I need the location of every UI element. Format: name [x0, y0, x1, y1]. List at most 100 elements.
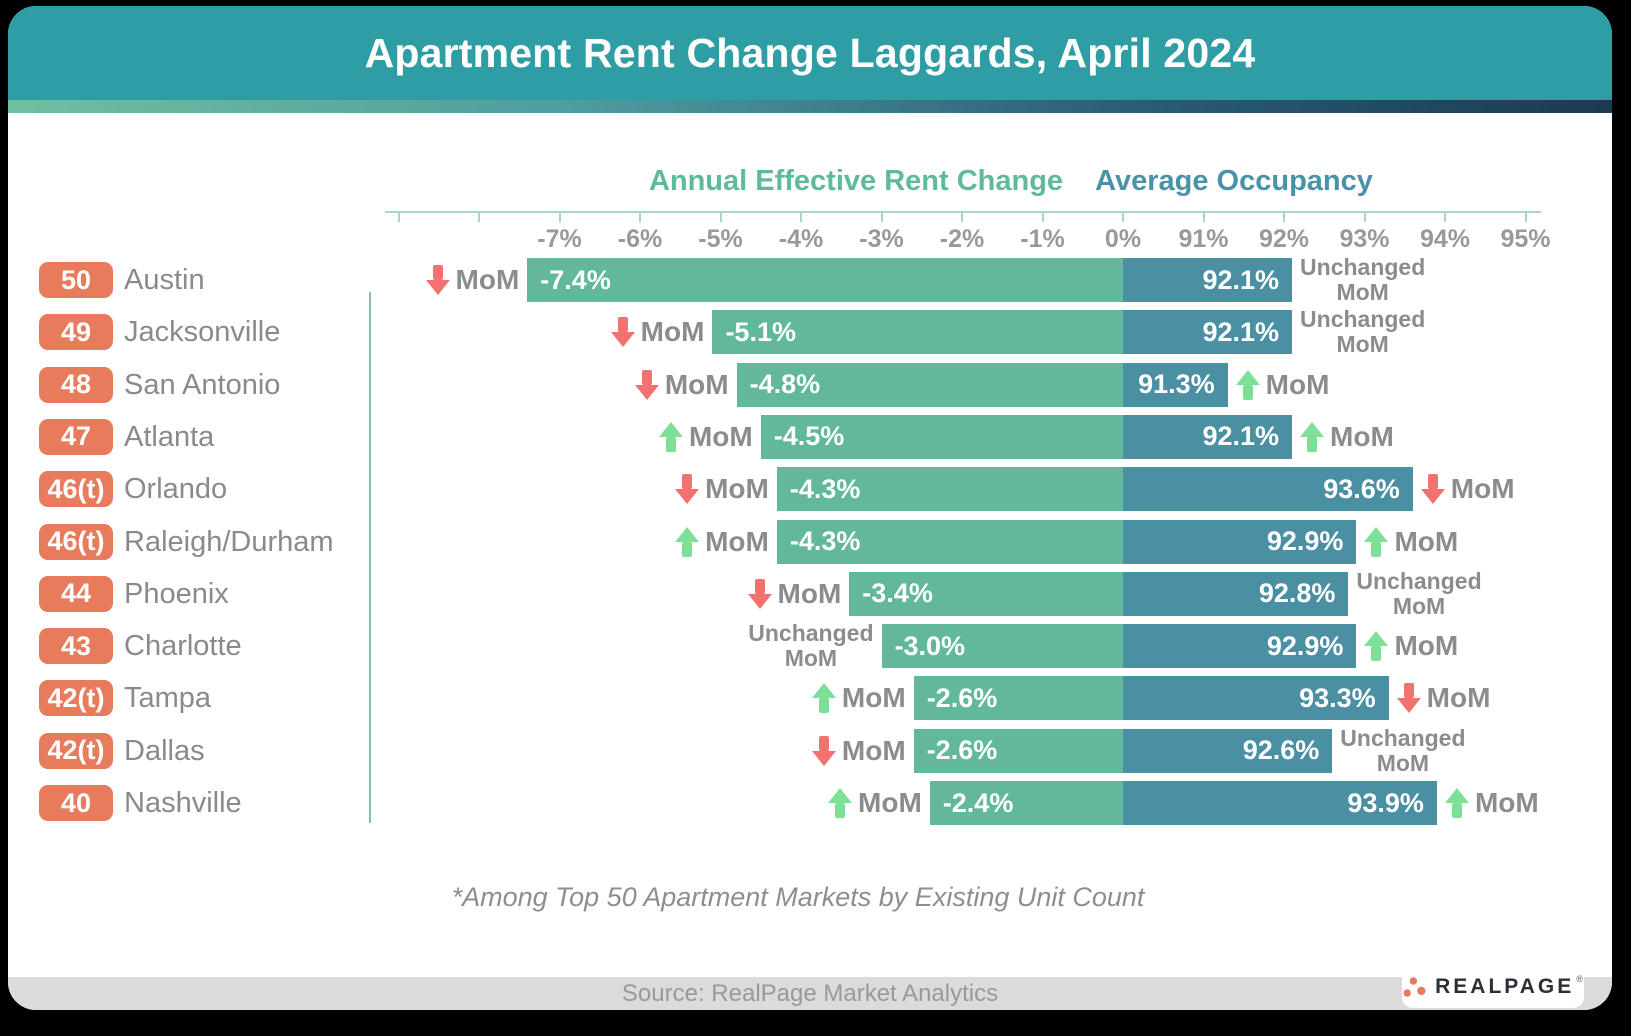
- rank-badge: 43: [39, 628, 113, 665]
- axis-tick-label: 0%: [1104, 225, 1142, 253]
- mom-arrow-up-icon: [1444, 788, 1469, 818]
- unchanged-mom-label: Unchanged MoM: [1300, 306, 1426, 358]
- occupancy-axis-title: Average Occupancy: [1095, 165, 1373, 197]
- source-text: Source: RealPage Market Analytics: [621, 979, 999, 1007]
- axis-tick-label: -3%: [859, 225, 904, 253]
- rent-mom-annotation: MoM: [601, 467, 769, 511]
- occupancy-mom-annotation: MoM: [1364, 520, 1544, 564]
- rent-mom-annotation: MoM: [561, 363, 729, 407]
- rent-mom-annotation: MoM: [536, 310, 704, 354]
- occupancy-mom-annotation: Unchanged MoM: [1340, 724, 1520, 776]
- rent-mom-annotation: MoM: [601, 520, 769, 564]
- city-label: Orlando: [124, 473, 228, 506]
- rank-badge: 46(t): [39, 471, 113, 508]
- rank-badge: 42(t): [39, 680, 113, 717]
- infographic-card: Apartment Rent Change Laggards, April 20…: [8, 6, 1612, 1010]
- city-label: Charlotte: [124, 630, 242, 663]
- occupancy-mom-annotation: Unchanged MoM: [1356, 567, 1536, 619]
- mom-label: MoM: [1394, 630, 1459, 662]
- market-row: 42(t) Dallas -2.6% 92.6% MoM Unchanged MoM: [8, 724, 1612, 776]
- mom-arrow-up-icon: [1364, 526, 1389, 557]
- axis-tick-label: 91%: [1178, 225, 1229, 253]
- mom-arrow-down-icon: [1396, 683, 1421, 714]
- occupancy-bar: 93.6%: [1123, 467, 1413, 512]
- rank-badge: 50: [39, 262, 113, 298]
- rent-change-bar: -4.5%: [760, 414, 1123, 459]
- axis-tick: [1041, 213, 1044, 222]
- mom-label: MoM: [841, 682, 906, 714]
- city-label: San Antonio: [124, 368, 281, 401]
- occupancy-value: 92.9%: [1266, 526, 1344, 556]
- rent-change-value: -2.6%: [926, 735, 998, 766]
- mom-arrow-up-icon: [1235, 369, 1260, 400]
- rent-change-bar: -3.0%: [881, 624, 1123, 669]
- axis-tick-label: -1%: [1020, 225, 1065, 253]
- axis-tick-label: -6%: [617, 225, 663, 253]
- mom-label: MoM: [1426, 682, 1491, 714]
- mom-label: MoM: [455, 264, 520, 295]
- occupancy-bar: 92.8%: [1123, 571, 1349, 616]
- occupancy-value: 92.1%: [1202, 316, 1280, 347]
- axis-tick-label: 92%: [1258, 225, 1310, 253]
- unchanged-mom-label: Unchanged MoM: [748, 620, 874, 672]
- rent-change-bar: -2.6%: [913, 728, 1123, 773]
- occupancy-bar: 92.1%: [1123, 414, 1293, 459]
- unchanged-mom-label: Unchanged MoM: [1300, 254, 1426, 305]
- occupancy-value: 92.1%: [1202, 421, 1280, 452]
- market-row: 40 Nashville -2.4% 93.9% MoM MoM: [8, 781, 1612, 825]
- rent-change-bar: -4.8%: [736, 362, 1123, 407]
- mom-arrow-up-icon: [658, 421, 683, 452]
- unchanged-mom-label: Unchanged MoM: [1340, 724, 1466, 776]
- axis-tick: [1363, 213, 1366, 222]
- source-bar: Source: RealPage Market Analytics: [8, 977, 1612, 1010]
- axis-tick-label: 95%: [1500, 225, 1551, 253]
- rent-mom-annotation: Unchanged MoM: [706, 620, 874, 672]
- rent-change-value: -2.6%: [926, 682, 998, 713]
- mom-label: MoM: [640, 316, 705, 348]
- city-label: Dallas: [124, 734, 205, 767]
- realpage-logo-text: REALPAGE: [1435, 975, 1575, 998]
- rank-badge: 47: [39, 418, 113, 455]
- mom-label: MoM: [1330, 420, 1394, 452]
- occupancy-mom-annotation: MoM: [1444, 781, 1612, 825]
- unchanged-mom-label: Unchanged MoM: [1356, 567, 1482, 619]
- occupancy-bar: 92.9%: [1123, 624, 1357, 669]
- rent-change-bar: -5.1%: [712, 310, 1123, 355]
- occupancy-value: 93.6%: [1323, 473, 1400, 504]
- axis-tick: [1122, 213, 1124, 222]
- occupancy-bar: 92.6%: [1123, 728, 1333, 773]
- mom-arrow-down-icon: [610, 317, 635, 348]
- rent-change-value: -4.8%: [749, 369, 821, 400]
- mom-arrow-down-icon: [425, 265, 450, 295]
- chart-area: Annual Effective Rent Change Average Occ…: [8, 113, 1612, 873]
- axis-tick-label: -7%: [537, 225, 582, 253]
- mom-label: MoM: [705, 473, 769, 505]
- occupancy-mom-annotation: MoM: [1300, 415, 1480, 459]
- market-row: 47 Atlanta -4.5% 92.1% MoM MoM: [8, 414, 1612, 459]
- axis-tick: [639, 213, 641, 222]
- occupancy-bar: 93.9%: [1123, 781, 1437, 825]
- occupancy-mom-annotation: MoM: [1364, 624, 1544, 668]
- city-label: Tampa: [124, 682, 212, 715]
- market-row: 46(t) Raleigh/Durham -4.3% 92.9% MoM MoM: [8, 519, 1612, 564]
- city-label: Atlanta: [124, 420, 215, 453]
- rent-change-value: -4.3%: [789, 473, 861, 504]
- rent-change-bar: -2.4%: [929, 781, 1123, 825]
- occupancy-mom-annotation: MoM: [1235, 363, 1416, 407]
- occupancy-bar: 92.1%: [1123, 310, 1293, 355]
- axis-tick-label: -5%: [698, 225, 743, 253]
- rent-mom-annotation: MoM: [738, 729, 906, 773]
- axis-tick-label: 94%: [1419, 225, 1471, 253]
- rent-mom-annotation: MoM: [738, 676, 906, 720]
- mom-arrow-down-icon: [811, 735, 836, 766]
- mom-label: MoM: [688, 420, 753, 452]
- occupancy-value: 92.8%: [1258, 578, 1336, 609]
- rent-change-value: -2.4%: [942, 787, 1014, 818]
- axis-tick: [719, 213, 722, 222]
- city-label: Nashville: [124, 787, 242, 819]
- axis-tick: [478, 213, 480, 222]
- rent-change-bar: -4.3%: [776, 519, 1123, 564]
- footnote: *Among Top 50 Apartment Markets by Exist…: [451, 882, 1145, 912]
- occupancy-value: 93.3%: [1299, 682, 1376, 713]
- mom-label: MoM: [858, 787, 922, 818]
